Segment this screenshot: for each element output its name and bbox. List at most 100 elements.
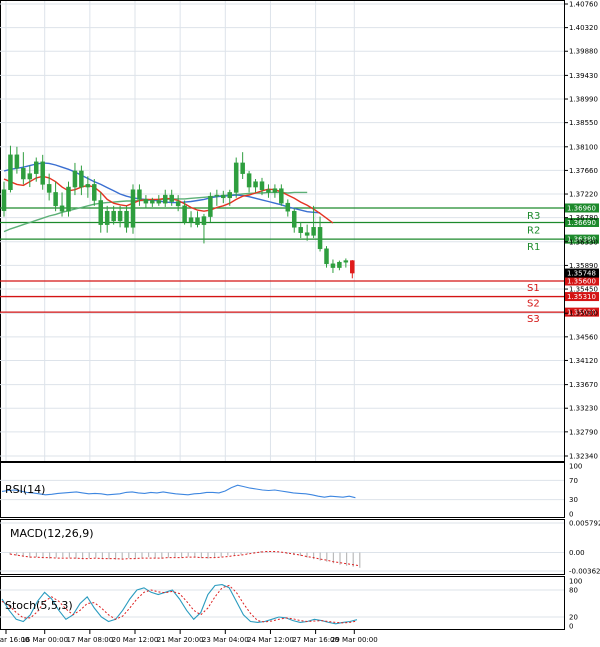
macd-tick-label: 0.005792 [569, 520, 600, 528]
candle-body [266, 189, 271, 193]
x-tick-label: 16 Mar 00:00 [21, 636, 68, 644]
y-tick-label: 1.38990 [569, 96, 598, 104]
macd-signal-line [9, 551, 360, 567]
stoch-signal-line [1, 584, 358, 624]
candle-body [195, 217, 200, 225]
current-price-tag [565, 268, 599, 278]
level-value-r1: 1.36380 [567, 236, 596, 244]
candle-body [246, 173, 252, 188]
candle-body [163, 194, 168, 204]
ma-mid-line [3, 162, 321, 214]
candle-body [337, 261, 342, 268]
y-tick-label: 1.40320 [569, 24, 598, 32]
x-tick-label: 24 Mar 12:00 [247, 636, 294, 644]
current-price-value: 1.35748 [567, 270, 596, 278]
level-name-r2: R2 [527, 225, 540, 236]
candle-body [150, 200, 155, 204]
candle-body [233, 162, 239, 193]
y-tick-label: 1.32790 [569, 428, 598, 436]
y-tick-label: 1.34120 [569, 357, 598, 365]
candle-body [53, 192, 58, 207]
candle-body [143, 199, 149, 204]
candle-body [317, 227, 323, 250]
level-name-r1: R1 [527, 242, 540, 253]
y-tick-label: 1.35000 [569, 310, 598, 318]
x-tick-label: 17 Mar 08:00 [66, 636, 113, 644]
x-tick-label: 20 Mar 12:00 [112, 636, 159, 644]
rsi-panel[interactable]: RSI(14) 100 70 30 0 [0, 462, 582, 519]
candle-body [46, 184, 52, 193]
stoch-label: Stoch(5,5,3) [5, 599, 73, 612]
candle-body [253, 181, 258, 188]
level-tag-s2 [565, 292, 599, 302]
rsi-tick-label: 70 [569, 477, 578, 485]
level-name-s2: S2 [527, 299, 540, 310]
candle-body [311, 227, 316, 236]
candle-body [117, 210, 123, 222]
candle-body [201, 216, 207, 225]
candle-body [292, 210, 297, 228]
candle-body [169, 194, 174, 202]
candle-body [137, 189, 142, 200]
macd-panel[interactable]: MACD(12,26,9) 0.005792 0.00 -0.003628 [0, 519, 600, 576]
candle-body [124, 210, 129, 228]
candle-body [72, 170, 78, 188]
y-tick-label: 1.35450 [569, 286, 598, 294]
level-tag-s1 [565, 276, 599, 286]
y-tick-label: 1.40760 [569, 1, 598, 9]
macd-tick-label: 0.00 [569, 549, 585, 557]
level-tag-r2 [565, 217, 599, 227]
stoch-main-line [1, 584, 358, 625]
candle-body [14, 154, 20, 169]
candle-body [279, 188, 284, 204]
candle-body [221, 194, 226, 199]
level-value-r3: 1.36960 [567, 204, 596, 212]
candle-body [1, 189, 7, 211]
candle-body [66, 186, 71, 212]
y-tick-label: 1.35890 [569, 262, 598, 270]
candle-body [156, 200, 162, 204]
candle-body [40, 161, 45, 185]
price-panel[interactable]: R3 1.36960 R2 1.36690 R1 1.36380 S1 1.35600 S2 1.… [0, 0, 599, 462]
y-tick-label: 1.38550 [569, 119, 598, 127]
candle-body [34, 161, 39, 174]
candle-body [59, 205, 65, 212]
candle-body [343, 260, 349, 263]
stoch-tick-label: 80 [569, 587, 578, 595]
level-name-r3: R3 [527, 211, 540, 222]
y-tick-label: 1.33670 [569, 381, 598, 389]
candle-body [21, 168, 26, 180]
rsi-label: RSI(14) [5, 483, 45, 496]
level-name-s3: S3 [527, 314, 540, 325]
level-value-s1: 1.35600 [567, 277, 596, 285]
x-tick-label: 23 Mar 04:00 [202, 636, 249, 644]
candle-body [85, 184, 91, 188]
candle-body [104, 210, 110, 225]
candle-body [8, 154, 13, 190]
y-tick-label: 1.39430 [569, 72, 598, 80]
candle-body [79, 170, 84, 188]
x-tick-label: 27 Mar 16:00 [292, 636, 339, 644]
candle-body [350, 260, 355, 274]
candle-body [92, 184, 97, 201]
macd-label: MACD(12,26,9) [10, 527, 94, 540]
stoch-tick-label: 20 [569, 614, 578, 622]
candle-body [27, 173, 33, 180]
candle-body [330, 263, 336, 268]
y-tick-label: 1.37660 [569, 167, 598, 175]
candle-body [304, 232, 310, 236]
y-tick-label: 1.33230 [569, 405, 598, 413]
level-tag-s3 [565, 307, 599, 317]
candle-body [188, 217, 194, 223]
stoch-tick-label: 100 [569, 578, 582, 586]
candle-body [98, 200, 103, 225]
level-value-r2: 1.36690 [567, 219, 596, 227]
candle-body [130, 189, 136, 228]
stoch-tick-label: 0 [569, 623, 573, 631]
candle-body [227, 192, 232, 199]
candle-body [208, 195, 213, 217]
candle-body [259, 181, 265, 190]
x-tick-label: 13 Mar 16:00 [0, 636, 29, 644]
x-tick-label: 21 Mar 20:00 [157, 636, 204, 644]
